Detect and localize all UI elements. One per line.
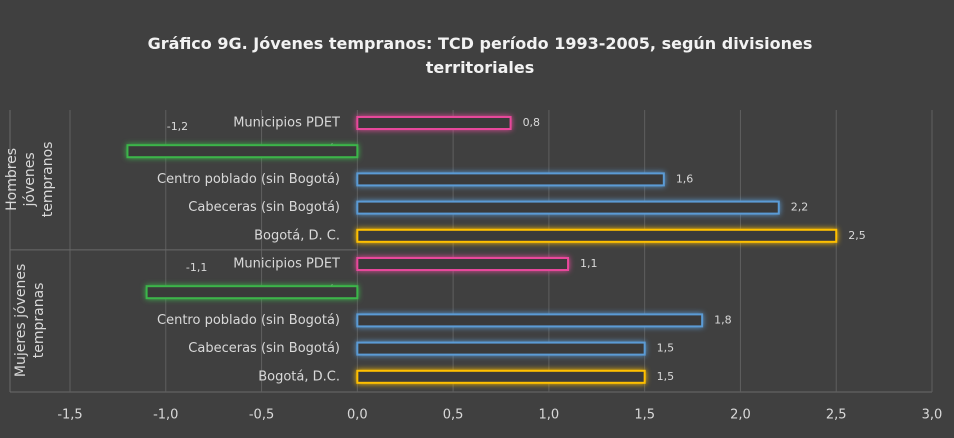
x-tick-label: 0,5 [443, 408, 464, 423]
bar [356, 369, 646, 384]
bar [356, 172, 665, 187]
category-label: Bogotá, D. C. [254, 228, 340, 243]
value-label: 2,5 [848, 229, 866, 242]
value-label: 0,8 [523, 116, 541, 129]
value-label: 1,5 [657, 370, 675, 383]
bar [356, 228, 838, 243]
bar [126, 144, 359, 159]
chart-title: Gráfico 9G. Jóvenes tempranos: TCD perío… [147, 34, 813, 77]
group-label: Hombres [4, 148, 20, 211]
category-label: Municipios PDET [233, 257, 340, 272]
bar [356, 200, 780, 215]
x-tick-label: -1,0 [153, 408, 178, 423]
value-label: 1,6 [676, 172, 694, 185]
value-label: 1,8 [714, 313, 732, 326]
bar [356, 341, 646, 356]
x-tick-label: 0,0 [347, 408, 368, 423]
x-tick-label: 2,5 [826, 408, 847, 423]
bar [145, 285, 359, 300]
x-tick-label: 3,0 [922, 408, 943, 423]
category-label: Centro poblado (sin Bogotá) [157, 313, 340, 328]
category-label: Municipios PDET [233, 116, 340, 131]
group-label: jóvenes [22, 152, 38, 207]
group-label: tempranas [31, 283, 47, 359]
category-label: Bogotá, D.C. [258, 369, 340, 384]
bar [356, 116, 512, 130]
category-label: Cabeceras (sin Bogotá) [188, 200, 340, 215]
group-label: tempranos [40, 142, 56, 218]
category-label: Cabeceras (sin Bogotá) [188, 341, 340, 356]
x-tick-label: 2,0 [730, 408, 751, 423]
value-label: 1,5 [657, 342, 675, 355]
x-tick-label: -0,5 [249, 408, 274, 423]
value-label: 1,1 [580, 257, 598, 270]
value-label: -1,1 [186, 261, 207, 274]
category-label: Centro poblado (sin Bogotá) [157, 172, 340, 187]
value-label: 2,2 [791, 201, 809, 214]
x-tick-label: -1,5 [57, 408, 82, 423]
x-tick-label: 1,0 [539, 408, 560, 423]
value-label: -1,2 [167, 120, 188, 133]
x-tick-label: 1,5 [634, 408, 655, 423]
bar [356, 313, 704, 328]
bar [356, 257, 570, 271]
group-label: Mujeres jóvenes [13, 264, 29, 377]
